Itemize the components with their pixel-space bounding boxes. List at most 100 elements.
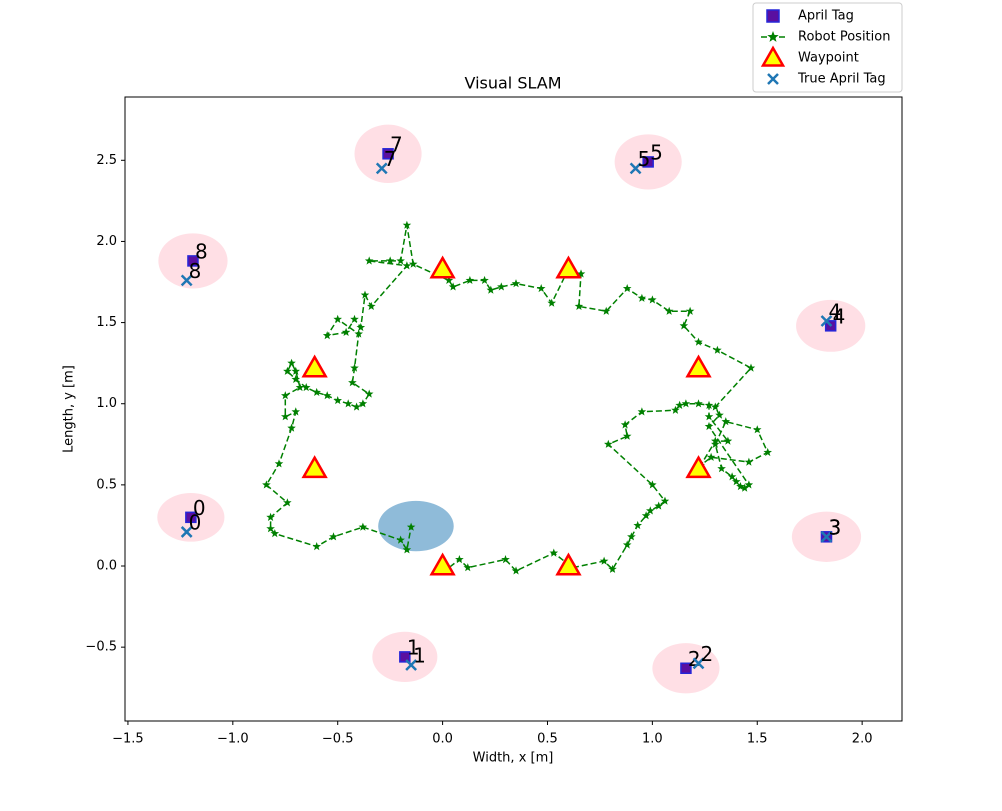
robot-marker bbox=[350, 314, 359, 323]
robot-marker bbox=[648, 480, 657, 489]
robot-marker bbox=[480, 275, 489, 284]
robot-marker bbox=[501, 555, 510, 564]
robot-marker bbox=[354, 329, 363, 338]
robot-marker bbox=[333, 396, 342, 405]
robot-marker bbox=[599, 556, 609, 565]
robot-marker bbox=[455, 555, 464, 564]
robot-marker bbox=[350, 363, 359, 372]
robot-marker bbox=[604, 439, 613, 448]
robot-marker bbox=[312, 387, 321, 396]
robot-marker bbox=[497, 282, 506, 291]
y-tick-label: 1.5 bbox=[96, 315, 117, 330]
x-tick-label: 2.0 bbox=[852, 732, 873, 747]
y-tick-label: 1.0 bbox=[96, 396, 117, 411]
waypoint-marker bbox=[429, 255, 456, 279]
robot-marker bbox=[736, 482, 745, 491]
robot-marker bbox=[358, 522, 368, 531]
tag-id-label: 5 bbox=[638, 147, 651, 171]
tag-id-label: 7 bbox=[384, 147, 397, 171]
robot-marker bbox=[646, 506, 655, 515]
true-tag-marker bbox=[180, 526, 193, 538]
true-tag-marker bbox=[629, 162, 642, 175]
tag-id-label: 2 bbox=[701, 642, 714, 666]
robot-marker bbox=[348, 378, 357, 387]
robot-marker bbox=[274, 459, 284, 468]
plot-area bbox=[124, 96, 903, 722]
y-tick-label: 0.0 bbox=[96, 559, 117, 574]
robot-marker bbox=[333, 314, 342, 323]
x-tick-label: −1.5 bbox=[112, 732, 144, 747]
robot-marker bbox=[312, 542, 321, 551]
x-tick-label: 0.0 bbox=[432, 732, 453, 747]
robot-marker bbox=[622, 284, 632, 293]
legend-label: True April Tag bbox=[797, 72, 886, 87]
tag-id-label: 0 bbox=[189, 510, 202, 534]
x-tick-label: 0.5 bbox=[537, 732, 558, 747]
waypoint-marker bbox=[685, 455, 712, 479]
y-tick-label: 0.5 bbox=[96, 477, 117, 492]
robot-marker bbox=[364, 256, 374, 265]
robot-marker bbox=[448, 282, 458, 291]
robot-marker bbox=[744, 480, 754, 489]
tag-id-label: 1 bbox=[413, 644, 426, 668]
tag-id-label: 3 bbox=[828, 515, 841, 539]
robot-marker bbox=[713, 345, 722, 354]
legend-label: Waypoint bbox=[798, 51, 859, 66]
x-tick-label: 1.0 bbox=[642, 732, 663, 747]
robot-marker bbox=[717, 464, 726, 473]
waypoint-marker bbox=[301, 455, 328, 479]
legend-box bbox=[752, 2, 903, 93]
robot-marker bbox=[291, 407, 300, 416]
robot-marker bbox=[576, 269, 586, 278]
robot-marker bbox=[740, 483, 749, 492]
robot-marker bbox=[283, 498, 292, 507]
robot-marker bbox=[281, 391, 290, 400]
robot-marker bbox=[660, 496, 670, 505]
april-tag-marker bbox=[185, 511, 197, 524]
true-tag-marker bbox=[692, 657, 705, 670]
robot-marker bbox=[302, 383, 311, 392]
robot-marker bbox=[767, 31, 779, 42]
robot-marker bbox=[732, 477, 741, 486]
robot-marker bbox=[622, 431, 632, 440]
robot-marker bbox=[322, 331, 332, 340]
april-tag-marker bbox=[766, 9, 780, 23]
robot-marker bbox=[291, 374, 300, 383]
x-tick-label: −1.0 bbox=[217, 732, 249, 747]
robot-marker bbox=[511, 566, 521, 575]
x-tick-label: 1.5 bbox=[747, 732, 768, 747]
waypoint-marker bbox=[555, 552, 582, 576]
robot-marker bbox=[664, 306, 674, 315]
legend-label: Robot Position bbox=[798, 30, 890, 45]
true-tag-marker bbox=[375, 162, 388, 175]
robot-marker bbox=[601, 306, 611, 315]
robot-marker bbox=[262, 480, 271, 489]
robot-path bbox=[265, 225, 769, 572]
robot-marker bbox=[746, 363, 756, 372]
robot-marker bbox=[715, 410, 724, 419]
robot-marker bbox=[753, 425, 762, 434]
robot-marker bbox=[329, 532, 338, 541]
robot-marker bbox=[465, 275, 475, 284]
robot-marker bbox=[287, 423, 296, 432]
tag-id-label: 1 bbox=[407, 635, 420, 659]
april-tag-marker bbox=[680, 662, 692, 675]
robot-marker bbox=[281, 412, 290, 421]
robot-marker bbox=[608, 564, 617, 573]
robot-marker bbox=[511, 279, 521, 288]
robot-marker bbox=[352, 402, 361, 411]
chart-title: Visual SLAM bbox=[464, 74, 561, 93]
robot-marker bbox=[270, 529, 280, 538]
robot-marker bbox=[704, 421, 714, 431]
y-tick-label: 2.5 bbox=[96, 153, 117, 168]
robot-marker bbox=[406, 522, 416, 531]
robot-marker bbox=[486, 285, 496, 294]
robot-marker bbox=[547, 298, 556, 307]
true-tag-marker bbox=[820, 315, 833, 327]
robot-marker bbox=[463, 563, 472, 572]
robot-marker bbox=[711, 402, 720, 411]
y-axis-label: Length, y [m] bbox=[62, 365, 77, 453]
true-tag-marker bbox=[767, 73, 779, 85]
